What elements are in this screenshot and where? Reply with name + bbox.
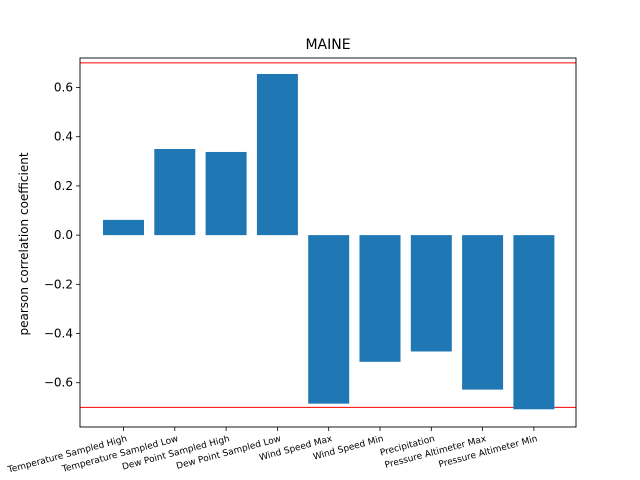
plot-area-frame (79, 57, 577, 428)
bars (103, 73, 555, 410)
y-axis-label: pearson correlation coefficient (17, 152, 31, 335)
chart-title: MAINE (305, 37, 350, 53)
y-tick-label: 0.2 (54, 179, 73, 193)
y-tick-label: 0.0 (54, 228, 73, 242)
y-tick-label: 0.6 (54, 81, 73, 95)
bar-6 (359, 235, 401, 362)
y-axis-ticks: 0.6 0.4 0.2 0.0 −0.2 −0.4 −0.6 (44, 81, 80, 390)
y-tick-label: −0.2 (44, 277, 73, 291)
y-tick-label: −0.4 (44, 327, 73, 341)
bar-8 (462, 235, 504, 390)
y-tick-label: 0.4 (54, 130, 73, 144)
bar-5 (308, 235, 350, 404)
y-tick-label: −0.6 (44, 376, 73, 390)
bar-7 (410, 235, 452, 352)
bar-4 (256, 73, 298, 236)
bar-3 (205, 151, 247, 236)
reference-lines (80, 62, 576, 408)
bar-2 (154, 149, 196, 236)
bar-1 (103, 219, 144, 236)
bar-9 (513, 235, 555, 410)
